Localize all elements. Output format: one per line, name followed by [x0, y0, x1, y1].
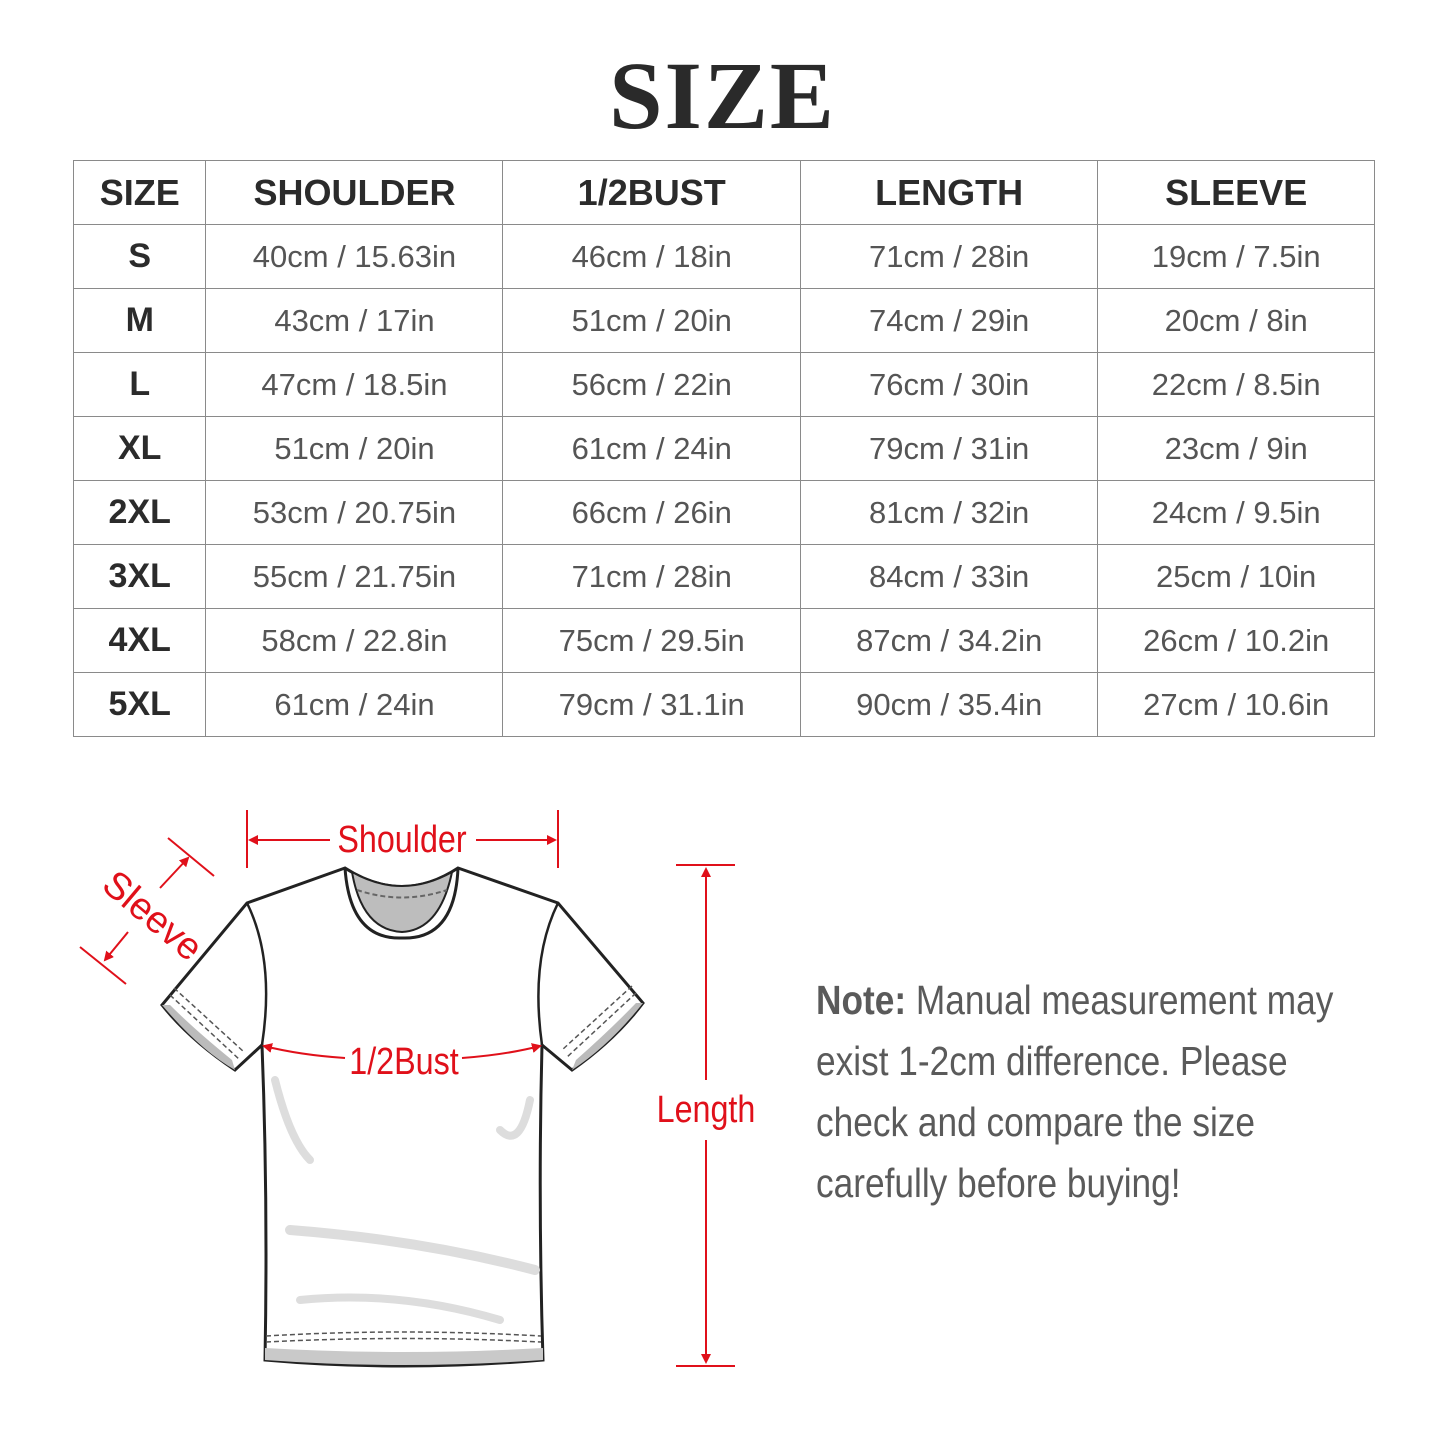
shoulder-label: Shoulder [337, 819, 466, 861]
length-label: Length [657, 1089, 756, 1131]
size-cell: 4XL [72, 608, 207, 673]
size-cell: 2XL [72, 480, 207, 545]
half-bust-cell: 71cm / 28in [502, 544, 801, 609]
table-row: XL 51cm / 20in 61cm / 24in 79cm / 31in 23cm … [72, 416, 1375, 481]
size-cell: M [72, 288, 207, 353]
sleeve-cell: 23cm / 9in [1097, 416, 1375, 481]
length-cell: 79cm / 31in [799, 416, 1099, 481]
shoulder-cell: 53cm / 20.75in [205, 480, 504, 545]
size-cell: L [72, 352, 207, 417]
shoulder-cell: 51cm / 20in [205, 416, 504, 481]
shoulder-cell: 61cm / 24in [205, 672, 504, 737]
shoulder-cell: 47cm / 18.5in [205, 352, 504, 417]
half-bust-cell: 46cm / 18in [502, 224, 801, 289]
size-cell: S [72, 224, 207, 289]
sleeve-cell: 24cm / 9.5in [1097, 480, 1375, 545]
sleeve-cell: 20cm / 8in [1097, 288, 1375, 353]
length-cell: 84cm / 33in [799, 544, 1099, 609]
sleeve-measure: Sleeve [79, 837, 215, 985]
shoulder-cell: 55cm / 21.75in [205, 544, 504, 609]
size-cell: 5XL [72, 672, 207, 737]
table-row: 3XL 55cm / 21.75in 71cm / 28in 84cm / 33in 2… [72, 544, 1375, 609]
length-cell: 81cm / 32in [799, 480, 1099, 545]
bust-label: 1/2Bust [349, 1041, 459, 1083]
sleeve-cell: 25cm / 10in [1097, 544, 1375, 609]
shoulder-cell: 43cm / 17in [205, 288, 504, 353]
table-row: 2XL 53cm / 20.75in 66cm / 26in 81cm / 32in 2… [72, 480, 1375, 545]
half-bust-cell: 75cm / 29.5in [502, 608, 801, 673]
sleeve-cell: 19cm / 7.5in [1097, 224, 1375, 289]
half-bust-cell: 61cm / 24in [502, 416, 801, 481]
page-title: SIZE [609, 42, 836, 149]
note: Note: Manual measurement may exist 1-2cm… [816, 970, 1366, 1214]
shoulder-cell: 58cm / 22.8in [205, 608, 504, 673]
header-half-bust: 1/2BUST [502, 160, 801, 225]
sleeve-cell: 27cm / 10.6in [1097, 672, 1375, 737]
bust-measure: 1/2Bust [262, 1041, 542, 1083]
tshirt-illustration [160, 866, 645, 1368]
half-bust-cell: 56cm / 22in [502, 352, 801, 417]
header-sleeve: SLEEVE [1097, 160, 1375, 225]
table-header-row: SIZE SHOULDER 1/2BUST LENGTH SLEEVE [72, 160, 1375, 225]
length-cell: 90cm / 35.4in [799, 672, 1099, 737]
note-label: Note: [816, 977, 907, 1023]
half-bust-cell: 79cm / 31.1in [502, 672, 801, 737]
table-row: L 47cm / 18.5in 56cm / 22in 76cm / 30in 22cm… [72, 352, 1375, 417]
length-cell: 74cm / 29in [799, 288, 1099, 353]
shoulder-measure: Shoulder [246, 810, 559, 868]
shoulder-cell: 40cm / 15.63in [205, 224, 504, 289]
header-size: SIZE [72, 160, 207, 225]
length-cell: 76cm / 30in [799, 352, 1099, 417]
note-text: Manual measurement may exist 1-2cm diffe… [816, 977, 1334, 1206]
length-measure: Length [657, 864, 756, 1367]
half-bust-cell: 51cm / 20in [502, 288, 801, 353]
sleeve-label: Sleeve [94, 863, 210, 970]
size-table: SIZE SHOULDER 1/2BUST LENGTH SLEEVE S 40cm / … [72, 160, 1375, 737]
sleeve-cell: 22cm / 8.5in [1097, 352, 1375, 417]
table-row: 5XL 61cm / 24in 79cm / 31.1in 90cm / 35.4in… [72, 672, 1375, 737]
half-bust-cell: 66cm / 26in [502, 480, 801, 545]
size-cell: 3XL [72, 544, 207, 609]
table-row: S 40cm / 15.63in 46cm / 18in 71cm / 28in 19c… [72, 224, 1375, 289]
table-row: M 43cm / 17in 51cm / 20in 74cm / 29in 20cm /… [72, 288, 1375, 353]
header-length: LENGTH [799, 160, 1099, 225]
sleeve-cell: 26cm / 10.2in [1097, 608, 1375, 673]
